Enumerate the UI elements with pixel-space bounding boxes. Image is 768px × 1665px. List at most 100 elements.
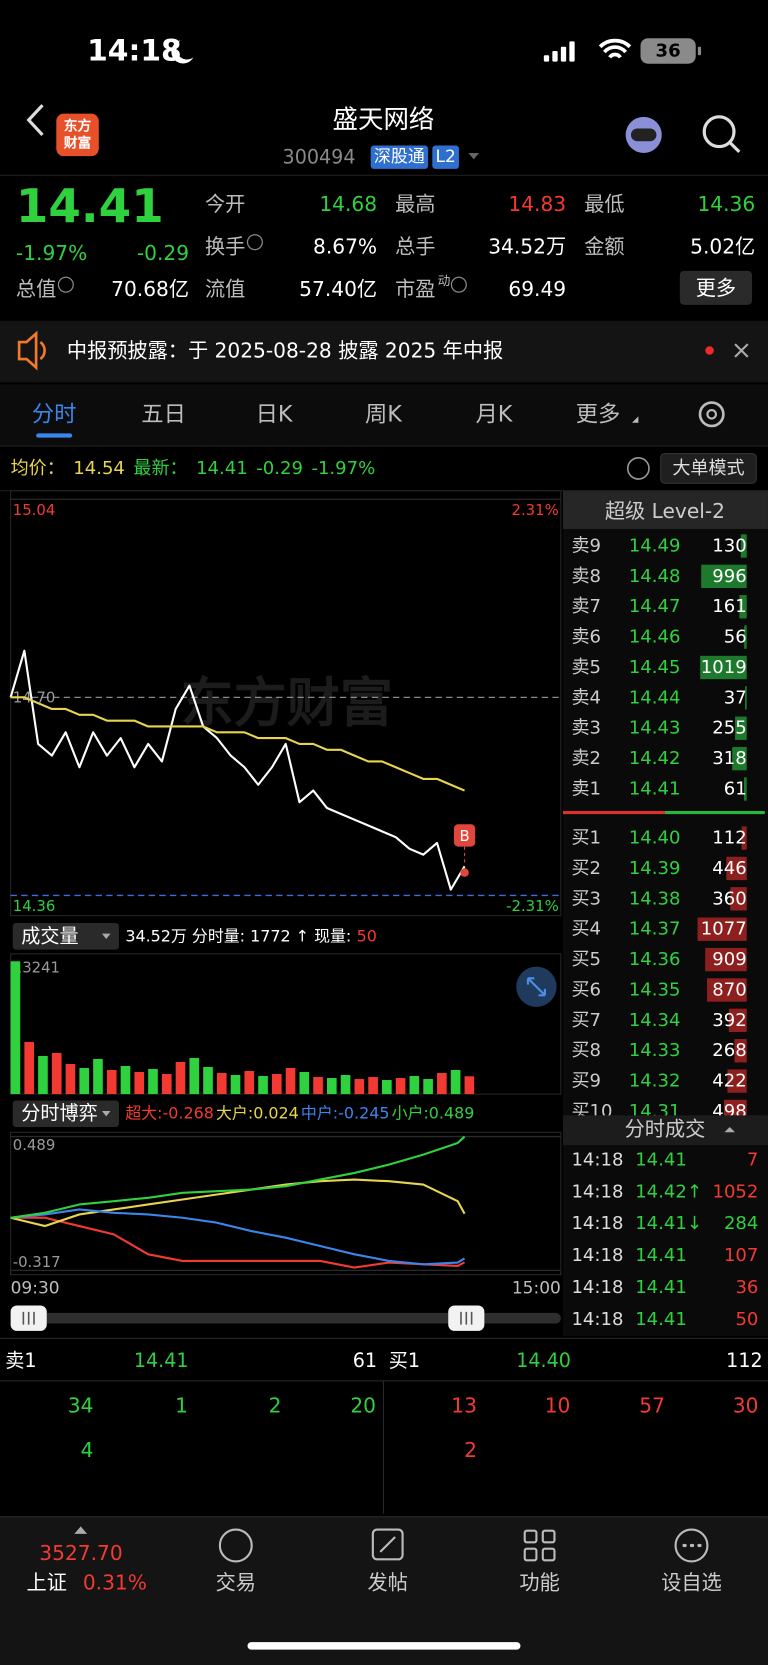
battery-level: 36	[656, 40, 681, 61]
volume-bar	[299, 1072, 310, 1095]
nav-icon	[674, 1528, 709, 1563]
market-tag: L2	[435, 147, 455, 167]
volume-bar	[216, 1073, 227, 1095]
y-tick-label: -0.317	[13, 1253, 61, 1271]
x-tick-label: 09:30	[11, 1278, 60, 1298]
book-volume-bar	[744, 625, 747, 649]
search-icon[interactable]	[702, 115, 736, 149]
volume-bar	[354, 1079, 365, 1095]
book-price: 14.43	[629, 718, 681, 739]
chart-title[interactable]: 分时博弈	[21, 1102, 97, 1125]
queue-volume: 2	[464, 1438, 477, 1462]
book-volume-bar	[701, 564, 747, 589]
mode-button-bg[interactable]	[660, 453, 757, 484]
volume-bar	[450, 1069, 461, 1095]
queue-volume: 34	[68, 1393, 94, 1417]
nav-item[interactable]: 发帖	[368, 1571, 408, 1595]
latest-change-percent: -1.97%	[311, 458, 375, 479]
volume-bar	[423, 1079, 433, 1095]
level2-title: 超级 Level-2	[605, 499, 725, 523]
book-price: 14.42	[629, 748, 681, 769]
volume-menu[interactable]	[12, 923, 119, 950]
index-expand[interactable]	[74, 1526, 88, 1534]
nav-item[interactable]: 功能	[519, 1571, 559, 1595]
book-label: 买1	[571, 828, 601, 849]
volume-bar	[203, 1066, 213, 1095]
book-volume-bar	[741, 826, 747, 850]
info-icon[interactable]	[246, 234, 263, 251]
close-button[interactable]	[734, 343, 749, 358]
stat-label: 最高	[395, 192, 435, 216]
notice-band	[0, 320, 768, 383]
help-button[interactable]	[626, 457, 650, 480]
book-price: 14.49	[629, 535, 681, 556]
chart-title[interactable]: 成交量	[21, 924, 78, 947]
book-volume-bar	[734, 1039, 747, 1063]
latest-label: 最新：	[133, 458, 187, 479]
trades-collapse[interactable]	[724, 1126, 736, 1133]
dropdown-arrow[interactable]	[468, 152, 480, 160]
book-volume: 1077	[701, 919, 747, 940]
book-volume: 996	[712, 566, 746, 587]
tab[interactable]: 更多	[576, 401, 621, 427]
more-button-bg[interactable]	[679, 270, 753, 305]
speaker-wave	[39, 340, 46, 361]
trade-volume: 1052	[712, 1181, 758, 1202]
index-name[interactable]: 上证	[27, 1571, 67, 1595]
stock-name: 盛天网络	[332, 105, 434, 135]
volume-bar	[464, 1076, 475, 1095]
volume-bar	[230, 1075, 241, 1095]
settings-button[interactable]	[698, 401, 725, 428]
flow-menu[interactable]	[12, 1100, 119, 1127]
info-icon[interactable]	[57, 276, 74, 293]
mode-button[interactable]: 大单模式	[672, 458, 744, 479]
info-icon[interactable]	[450, 276, 467, 293]
y-tick-label: -2.31%	[506, 897, 559, 915]
book-volume: 360	[712, 888, 746, 909]
stat-label: 金额	[584, 234, 624, 258]
index-value[interactable]: 3527.70	[39, 1541, 122, 1565]
book-label: 买2	[571, 858, 601, 879]
volume-bar	[51, 1052, 62, 1095]
volume-summary: 34.52万 分时量: 1772 ↑ 现量:	[125, 926, 351, 945]
nav-item[interactable]: 设自选	[661, 1571, 722, 1595]
menu-arrow	[101, 933, 111, 939]
signal-icon	[560, 46, 567, 62]
tab[interactable]: 月K	[475, 401, 513, 427]
legend-entry: 小户:0.489	[392, 1104, 475, 1123]
stat-label: 最低	[584, 192, 624, 216]
back-button[interactable]	[26, 104, 44, 136]
ask-label: 卖1	[5, 1349, 36, 1372]
logo	[56, 113, 99, 157]
book-volume-bar	[730, 887, 747, 911]
book-volume: 161	[712, 596, 746, 617]
book-price: 14.40	[629, 828, 681, 849]
volume-bar	[189, 1057, 200, 1095]
legend-entry: 中户:-0.245	[301, 1104, 390, 1123]
book-volume: 446	[712, 858, 746, 879]
series-line	[10, 1208, 466, 1266]
side-panel	[562, 490, 768, 1337]
tab[interactable]: 分时	[32, 401, 77, 427]
nav-item[interactable]: 交易	[216, 1571, 256, 1595]
level2-header-bg	[562, 490, 768, 529]
volume-bar	[409, 1076, 420, 1095]
y-tick-label: 14.70	[13, 688, 56, 706]
notice-text[interactable]: 中报预披露：于 2025-08-28 披露 2025 年中报	[67, 339, 503, 363]
book-price: 14.32	[629, 1071, 681, 1092]
tab[interactable]: 周K	[365, 401, 403, 427]
book-volume: 112	[712, 828, 746, 849]
tab[interactable]: 日K	[256, 401, 294, 427]
more-button[interactable]: 更多	[696, 276, 736, 300]
book-volume: 268	[712, 1040, 746, 1061]
search-icon-handle	[728, 141, 741, 154]
book-volume-bar	[705, 947, 747, 972]
buy-marker[interactable]	[453, 824, 476, 847]
volume-bar	[271, 1074, 282, 1095]
ask-volume: 61	[353, 1349, 377, 1372]
index-change[interactable]: 0.31%	[83, 1571, 147, 1595]
trade-price: 14.41	[635, 1245, 687, 1266]
tab[interactable]: 五日	[141, 401, 186, 427]
y-tick-label: 14.36	[13, 897, 56, 915]
flow-frame	[10, 1131, 562, 1276]
